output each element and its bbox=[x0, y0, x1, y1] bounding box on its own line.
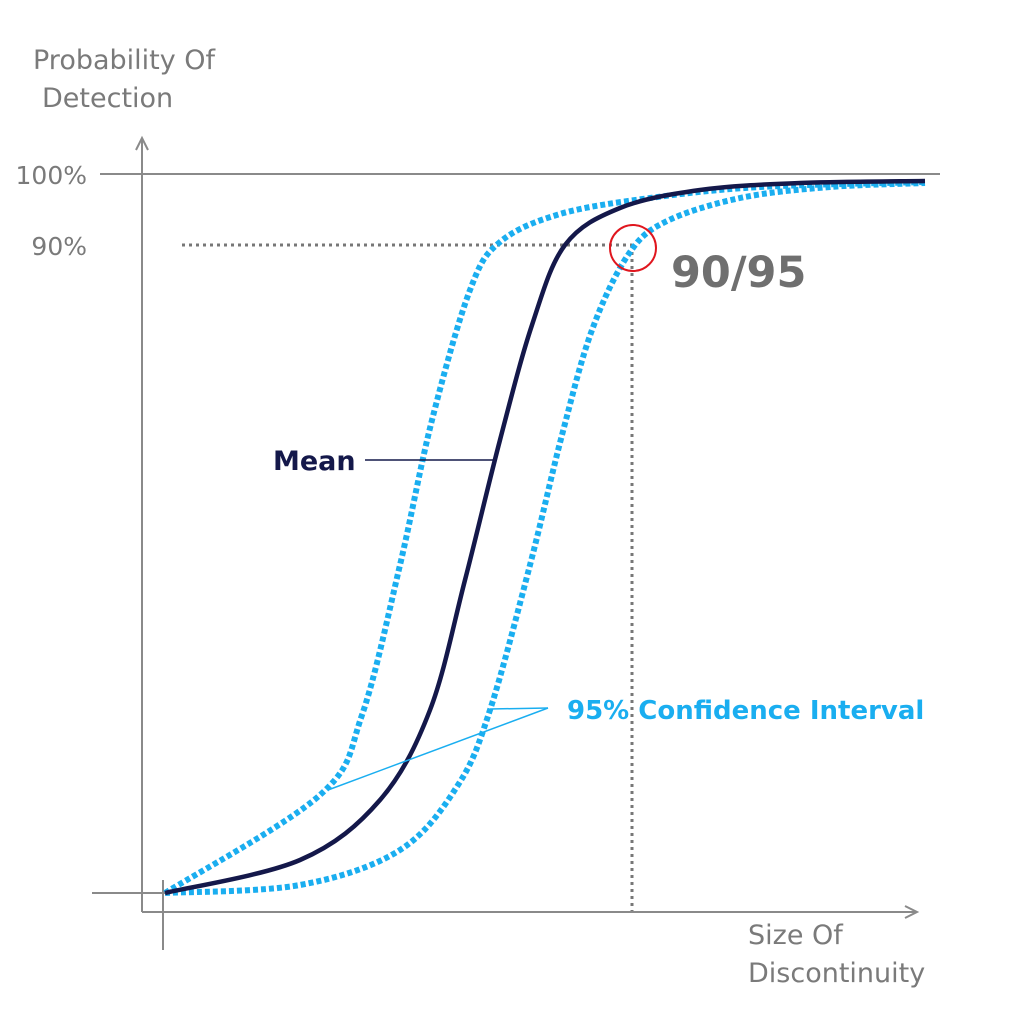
x-axis-label-line2: Discontinuity bbox=[748, 958, 925, 989]
mean-curve bbox=[164, 178, 926, 896]
y-tick-90: 90% bbox=[31, 232, 87, 261]
ci-lower-curve bbox=[164, 180, 926, 896]
x-axis-arrow-icon bbox=[904, 905, 920, 919]
highlight-circle bbox=[609, 224, 657, 272]
point-label-90-95: 90/95 bbox=[671, 248, 806, 298]
ci-leader-line-upper bbox=[327, 707, 549, 791]
y-axis-label-line2: Detection bbox=[42, 83, 173, 114]
ci-label: 95% Confidence Interval bbox=[567, 696, 924, 726]
x-axis-label-line1: Size Of bbox=[748, 920, 844, 951]
ci-leader-line-lower bbox=[489, 707, 549, 710]
y-axis-arrow-icon bbox=[135, 135, 149, 151]
y-axis-label-line1: Probability Of bbox=[33, 45, 217, 76]
y-tick-100: 100% bbox=[16, 161, 87, 190]
mean-label: Mean bbox=[273, 446, 356, 477]
